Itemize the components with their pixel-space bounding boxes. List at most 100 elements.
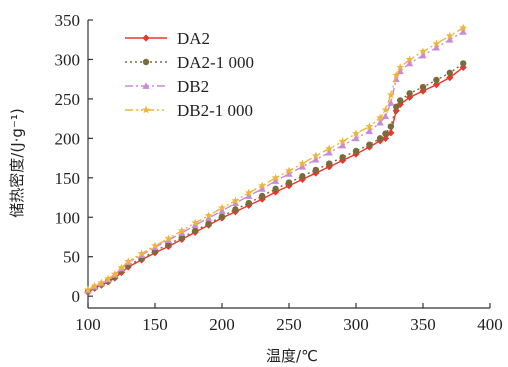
y-axis-ticks: 0 50 100 150 200 250 300 350 [55,11,93,306]
data-point [204,211,213,220]
data-point [326,160,333,167]
y-tick-label: 50 [63,248,80,267]
data-point [396,63,405,71]
data-point [387,123,395,130]
data-point [406,90,413,97]
data-point [104,274,113,283]
x-tick-label: 350 [410,315,436,334]
data-point [459,23,468,32]
data-point [352,129,360,138]
data-point [432,44,440,51]
data-point [365,127,373,135]
legend-item: DA2 [125,29,210,48]
data-point [387,99,395,106]
data-point [178,229,186,236]
data-point [178,234,185,241]
x-tick-label: 400 [477,315,503,334]
data-point [432,81,440,89]
legend-marker [142,58,150,66]
legend-label: DB2-1 000 [177,101,253,120]
x-tick-label: 200 [209,315,235,334]
data-point [396,100,404,109]
data-point [164,234,173,242]
data-point [218,213,226,220]
data-point [376,135,384,142]
series-db2-1000 [84,23,468,294]
data-point [117,263,126,272]
data-point [419,47,427,55]
data-point [259,192,266,200]
data-point [381,105,390,114]
data-point [285,170,293,177]
data-point [445,31,454,40]
x-tick-label: 300 [343,315,369,334]
data-point [271,173,280,182]
data-point [396,67,404,75]
data-point [459,28,467,35]
x-axis-title: 温度/℃ [266,347,318,365]
y-tick-label: 300 [55,50,81,69]
data-point [151,241,159,250]
y-tick-label: 250 [55,90,81,109]
data-point [285,179,293,186]
legend-label: DB2 [177,77,209,96]
data-point [298,159,307,167]
legend-marker [142,82,150,89]
data-point [406,93,414,101]
data-point [298,163,306,170]
data-point [299,173,306,180]
data-point [387,129,395,137]
data-point [339,141,347,149]
data-point [325,148,333,156]
data-point [406,59,414,67]
data-point [244,188,253,197]
legend: DA2 DA2-1 000 DB2 DB2-1 000 [125,29,254,120]
data-point [446,74,454,82]
data-point [366,141,373,148]
x-tick-label: 100 [75,315,101,334]
data-point [352,147,360,155]
y-tick-label: 150 [55,169,81,188]
data-point [312,156,320,163]
y-axis-title: 储热密度/(J·g⁻¹) [8,108,26,217]
data-point [231,196,240,205]
data-point [376,118,384,126]
data-point [90,281,99,290]
data-point [218,203,226,212]
legend-item: DB2-1 000 [125,101,253,120]
data-point [272,177,280,184]
data-point [459,63,467,71]
data-point [311,151,320,160]
data-point [258,185,266,192]
data-point [191,218,200,227]
data-point [192,227,199,234]
data-point [365,122,374,130]
data-point [433,76,440,84]
data-point [352,134,360,142]
data-point [446,69,453,77]
x-axis-ticks: 100 150 200 250 300 350 400 [75,303,503,334]
data-point [381,112,390,120]
series-layer [84,23,468,296]
y-tick-label: 100 [55,208,81,227]
legend-item: DA2-1 000 [125,53,254,72]
legend-marker [142,105,150,114]
data-point [285,166,293,175]
data-point [386,90,395,99]
y-tick-label: 0 [72,287,81,306]
data-point [232,206,239,213]
data-point [177,226,186,235]
data-point [205,220,212,227]
data-point [84,285,92,294]
data-point [339,154,346,161]
data-point [205,214,213,221]
legend-item: DB2 [125,77,209,96]
data-point [137,249,146,257]
data-point [392,71,401,79]
legend-label: DA2-1 000 [177,53,254,72]
data-point [405,55,414,63]
data-point [381,134,390,142]
data-point [460,60,467,67]
data-point [382,130,389,137]
